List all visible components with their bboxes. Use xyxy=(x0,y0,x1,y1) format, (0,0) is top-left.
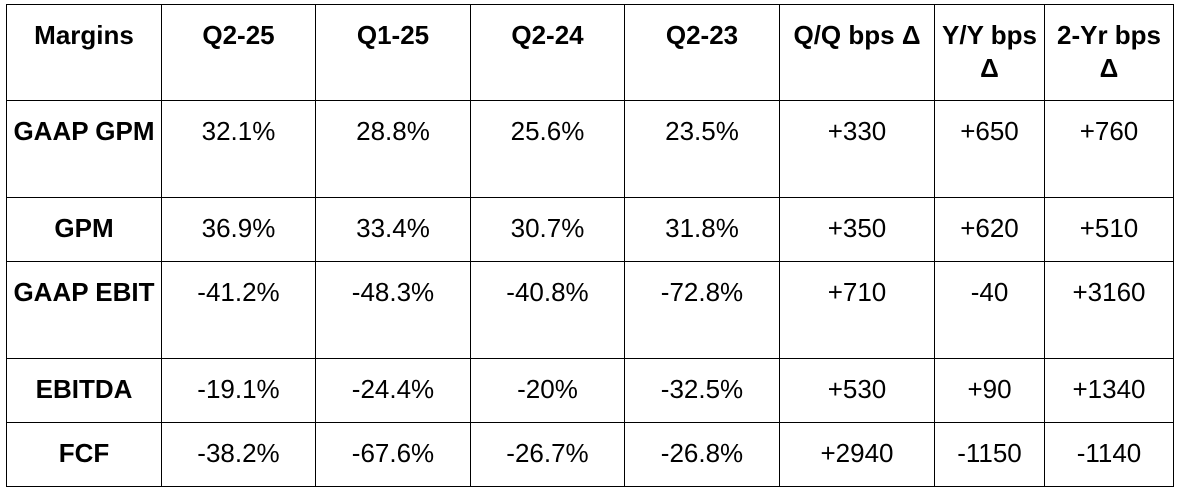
table-cell: 36.9% xyxy=(161,197,316,262)
table-row: GAAP EBIT -41.2% -48.3% -40.8% -72.8% +7… xyxy=(6,261,1174,359)
header-q2-25: Q2-25 xyxy=(161,4,316,101)
table-cell: +2940 xyxy=(779,422,935,487)
table-cell: -40 xyxy=(934,261,1045,359)
table-cell: -26.7% xyxy=(470,422,625,487)
table-cell: +620 xyxy=(934,197,1045,262)
table-cell: 31.8% xyxy=(624,197,780,262)
table-cell: +650 xyxy=(934,100,1045,198)
table-cell: +760 xyxy=(1044,100,1174,198)
table-cell: +90 xyxy=(934,358,1045,423)
table-cell: +530 xyxy=(779,358,935,423)
table-cell: -48.3% xyxy=(315,261,471,359)
table-cell: -40.8% xyxy=(470,261,625,359)
header-q2-24: Q2-24 xyxy=(470,4,625,101)
table-header-row: Margins Q2-25 Q1-25 Q2-24 Q2-23 Q/Q bps … xyxy=(6,4,1174,101)
row-label: GPM xyxy=(6,197,162,262)
table-cell: 32.1% xyxy=(161,100,316,198)
table-cell: +510 xyxy=(1044,197,1174,262)
table-cell: -24.4% xyxy=(315,358,471,423)
row-label: GAAP GPM xyxy=(6,100,162,198)
table-row: FCF -38.2% -67.6% -26.7% -26.8% +2940 -1… xyxy=(6,422,1174,487)
table-cell: +350 xyxy=(779,197,935,262)
table-cell: -67.6% xyxy=(315,422,471,487)
table-cell: 28.8% xyxy=(315,100,471,198)
header-yy-bps: Y/Y bps Δ xyxy=(934,4,1045,101)
table-cell: -26.8% xyxy=(624,422,780,487)
table-cell: +710 xyxy=(779,261,935,359)
table-cell: -41.2% xyxy=(161,261,316,359)
header-qq-bps: Q/Q bps Δ xyxy=(779,4,935,101)
row-label: FCF xyxy=(6,422,162,487)
margins-table: Margins Q2-25 Q1-25 Q2-24 Q2-23 Q/Q bps … xyxy=(6,4,1174,487)
table-cell: +1340 xyxy=(1044,358,1174,423)
header-margins: Margins xyxy=(6,4,162,101)
table-cell: 33.4% xyxy=(315,197,471,262)
header-2yr-bps: 2-Yr bps Δ xyxy=(1044,4,1174,101)
table-cell: -72.8% xyxy=(624,261,780,359)
row-label: EBITDA xyxy=(6,358,162,423)
row-label: GAAP EBIT xyxy=(6,261,162,359)
table-row: GAAP GPM 32.1% 28.8% 25.6% 23.5% +330 +6… xyxy=(6,100,1174,198)
table-row: GPM 36.9% 33.4% 30.7% 31.8% +350 +620 +5… xyxy=(6,197,1174,262)
table-row: EBITDA -19.1% -24.4% -20% -32.5% +530 +9… xyxy=(6,358,1174,423)
table-cell: -20% xyxy=(470,358,625,423)
table-cell: -38.2% xyxy=(161,422,316,487)
table-cell: 25.6% xyxy=(470,100,625,198)
table-cell: -19.1% xyxy=(161,358,316,423)
table-cell: -1140 xyxy=(1044,422,1174,487)
table-cell: +3160 xyxy=(1044,261,1174,359)
table-cell: 23.5% xyxy=(624,100,780,198)
table-cell: -1150 xyxy=(934,422,1045,487)
table-cell: 30.7% xyxy=(470,197,625,262)
table-cell: -32.5% xyxy=(624,358,780,423)
header-q2-23: Q2-23 xyxy=(624,4,780,101)
header-q1-25: Q1-25 xyxy=(315,4,471,101)
table-cell: +330 xyxy=(779,100,935,198)
